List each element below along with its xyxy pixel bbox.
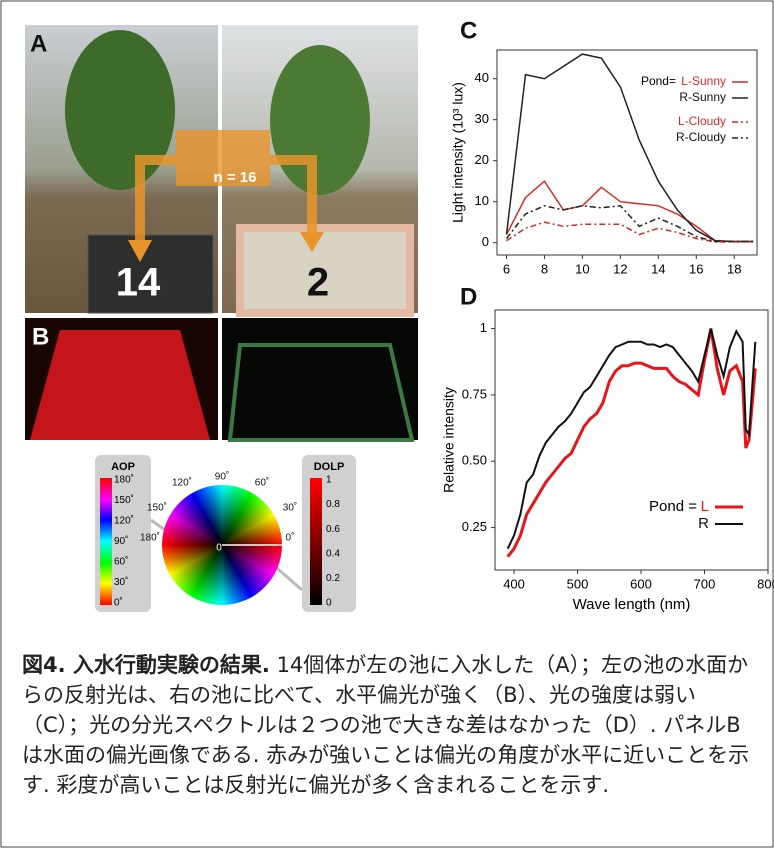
aop-tick: 150˚ (114, 494, 134, 506)
wheel-label: 120˚ (172, 477, 192, 489)
legend-label: L-Cloudy (678, 114, 726, 128)
legend-label: R (698, 515, 709, 532)
y-axis-label: Light intensity (10³ lux) (450, 82, 466, 223)
x-tick-label: 16 (689, 261, 703, 276)
x-tick-label: 6 (503, 261, 510, 276)
aop-title: AOP (111, 461, 135, 473)
wheel-label: 60˚ (255, 477, 269, 489)
x-tick-label: 8 (541, 261, 548, 276)
x-tick-label: 14 (651, 261, 665, 276)
legend-label: L (701, 498, 709, 515)
x-tick-label: 400 (503, 576, 525, 591)
dolp-tick: 0.4 (326, 548, 340, 559)
x-axis-label: Wave length (nm) (573, 596, 691, 613)
legend-prefix: Pond= (641, 74, 676, 88)
aop-tick: 30˚ (114, 576, 128, 588)
figure: ABCD142n = 16AOP180˚150˚120˚90˚60˚30˚0˚D… (0, 0, 774, 848)
legend-prefix: Pond = (649, 498, 697, 515)
series-line (507, 206, 754, 242)
x-tick-label: 18 (727, 261, 741, 276)
y-tick-label: 0.50 (462, 453, 487, 468)
y-tick-label: 1 (480, 320, 487, 335)
y-tick-label: 0.25 (462, 519, 487, 534)
legend-label: R-Cloudy (676, 130, 726, 144)
dolp-tick: 0.6 (326, 524, 340, 535)
aop-tick: 90˚ (114, 535, 128, 547)
dolp-tick: 0.8 (326, 499, 340, 510)
y-axis-label: Relative intensity (441, 387, 457, 493)
legend-label: R-Sunny (679, 90, 726, 104)
count-left: 14 (116, 261, 161, 305)
wheel-label: 0˚ (286, 532, 295, 544)
count-right: 2 (307, 261, 329, 305)
wheel-label: 90˚ (215, 471, 229, 483)
y-tick-label: 20 (475, 152, 489, 167)
caption-title: 図4. 入水行動実験の結果. (22, 653, 270, 677)
y-tick-label: 30 (475, 111, 489, 126)
dolp-tick: 0 (326, 598, 332, 609)
x-tick-label: 10 (575, 261, 589, 276)
y-tick-label: 40 (475, 70, 489, 85)
y-tick-label: 0.75 (462, 386, 487, 401)
aop-tick: 180˚ (114, 474, 134, 486)
sample-size: n = 16 (214, 169, 257, 186)
x-tick-label: 12 (613, 261, 627, 276)
dolp-tick: 0.2 (326, 573, 340, 584)
wheel-label: 30˚ (283, 502, 297, 514)
dolp-tick: 1 (326, 475, 332, 486)
dolp-title: DOLP (314, 461, 345, 473)
series-line (508, 329, 756, 549)
aop-tick: 120˚ (114, 515, 134, 527)
x-tick-label: 500 (567, 576, 589, 591)
series-line (507, 222, 754, 242)
x-tick-label: 700 (694, 576, 716, 591)
x-tick-label: 800 (757, 576, 774, 591)
panel-label: A (30, 30, 47, 57)
caption: 図4. 入水行動実験の結果. 14個体が左の池に入水した（A）；左の池の水面から… (22, 650, 757, 800)
aop-tick: 60˚ (114, 556, 128, 568)
wheel-label: 180˚ (140, 532, 160, 544)
panel-label: C (460, 17, 477, 44)
legend-label: L-Sunny (681, 74, 726, 88)
series-line (507, 181, 754, 241)
y-tick-label: 10 (475, 193, 489, 208)
plot-frame (495, 310, 768, 570)
x-tick-label: 600 (630, 576, 652, 591)
panel-label: D (460, 283, 477, 310)
wheel-label: 150˚ (147, 502, 167, 514)
y-tick-label: 0 (482, 234, 489, 249)
wheel-label: 0 (216, 543, 222, 554)
aop-tick: 0˚ (114, 597, 123, 609)
panel-label: B (32, 323, 49, 350)
